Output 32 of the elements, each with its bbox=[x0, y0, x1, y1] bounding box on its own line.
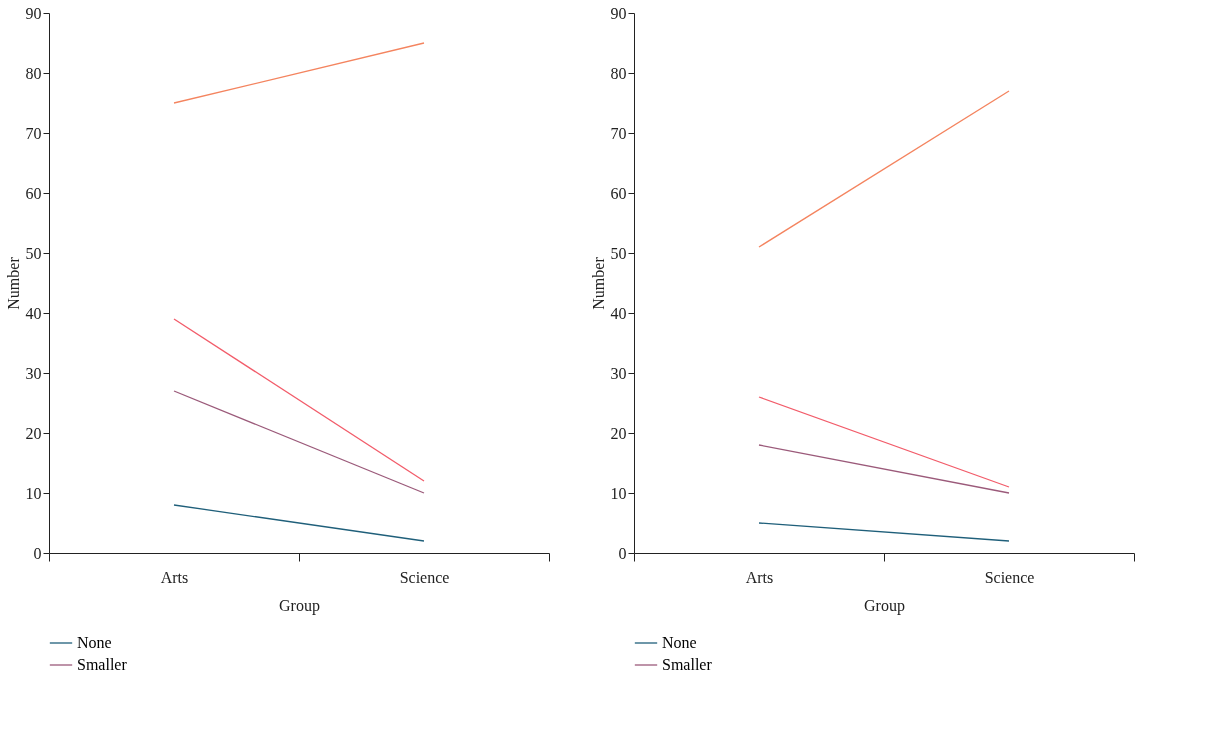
x-tick-label: Science bbox=[984, 568, 1035, 586]
x-axis-title: Group bbox=[279, 596, 320, 615]
legend-label: None bbox=[662, 634, 697, 651]
y-tick-label: 70 bbox=[25, 124, 42, 142]
y-tick-label: 40 bbox=[610, 304, 627, 322]
y-axis-title: Number bbox=[589, 256, 607, 310]
y-tick-label: 90 bbox=[610, 4, 627, 22]
x-tick-label: Arts bbox=[160, 568, 189, 586]
y-tick-label: 90 bbox=[25, 4, 42, 22]
y-tick-label: 20 bbox=[25, 424, 42, 442]
y-tick-label: 0 bbox=[33, 544, 42, 562]
y-tick-label: 30 bbox=[610, 364, 627, 382]
x-tick-label: Arts bbox=[745, 568, 774, 586]
y-tick-label: 50 bbox=[610, 244, 627, 262]
y-tick-label: 30 bbox=[25, 364, 42, 382]
legend-label: Smaller bbox=[662, 656, 713, 673]
y-tick-label: 60 bbox=[610, 184, 627, 202]
y-tick-label: 80 bbox=[25, 64, 42, 82]
y-tick-label: 80 bbox=[610, 64, 627, 82]
y-tick-label: 10 bbox=[610, 484, 627, 502]
y-axis-title: Number bbox=[4, 256, 22, 310]
y-tick-label: 0 bbox=[618, 544, 627, 562]
x-axis-title: Group bbox=[864, 596, 905, 615]
legend-label: Smaller bbox=[77, 656, 128, 673]
x-tick-label: Science bbox=[399, 568, 450, 586]
y-tick-label: 40 bbox=[25, 304, 42, 322]
y-tick-label: 20 bbox=[610, 424, 627, 442]
legend-label: None bbox=[77, 634, 112, 651]
y-tick-label: 60 bbox=[25, 184, 42, 202]
y-tick-label: 50 bbox=[25, 244, 42, 262]
y-tick-label: 70 bbox=[610, 124, 627, 142]
y-tick-label: 10 bbox=[25, 484, 42, 502]
